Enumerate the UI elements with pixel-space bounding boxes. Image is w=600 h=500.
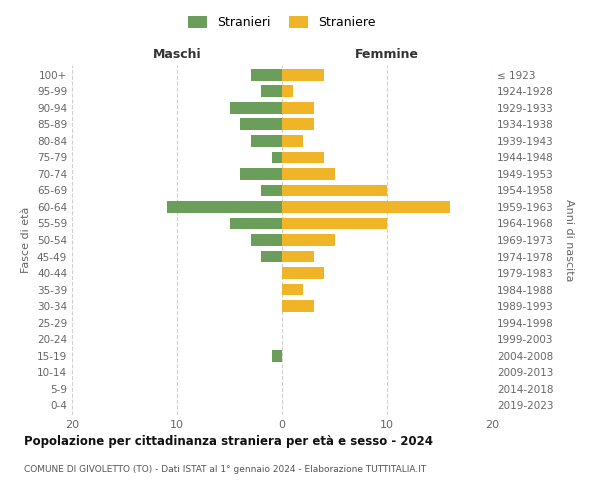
Bar bbox=[271, 152, 282, 164]
Bar bbox=[261, 250, 282, 262]
Y-axis label: Fasce di età: Fasce di età bbox=[22, 207, 31, 273]
Bar bbox=[282, 118, 314, 130]
Bar bbox=[282, 201, 450, 213]
Legend: Stranieri, Straniere: Stranieri, Straniere bbox=[184, 11, 380, 34]
Bar bbox=[251, 234, 282, 246]
Bar bbox=[261, 86, 282, 98]
Y-axis label: Anni di nascita: Anni di nascita bbox=[565, 198, 574, 281]
Bar bbox=[251, 135, 282, 147]
Bar bbox=[282, 250, 314, 262]
Bar bbox=[240, 118, 282, 130]
Text: Popolazione per cittadinanza straniera per età e sesso - 2024: Popolazione per cittadinanza straniera p… bbox=[24, 435, 433, 448]
Bar bbox=[282, 168, 335, 180]
Text: COMUNE DI GIVOLETTO (TO) - Dati ISTAT al 1° gennaio 2024 - Elaborazione TUTTITAL: COMUNE DI GIVOLETTO (TO) - Dati ISTAT al… bbox=[24, 465, 426, 474]
Bar bbox=[282, 135, 303, 147]
Bar bbox=[282, 102, 314, 114]
Bar bbox=[251, 69, 282, 81]
Bar bbox=[229, 102, 282, 114]
Bar bbox=[282, 69, 324, 81]
Text: Maschi: Maschi bbox=[152, 48, 202, 61]
Bar bbox=[282, 300, 314, 312]
Bar bbox=[261, 184, 282, 196]
Bar bbox=[282, 184, 387, 196]
Bar bbox=[282, 152, 324, 164]
Bar bbox=[282, 234, 335, 246]
Bar bbox=[271, 350, 282, 362]
Bar bbox=[282, 267, 324, 279]
Bar bbox=[240, 168, 282, 180]
Bar bbox=[282, 86, 293, 98]
Bar bbox=[229, 218, 282, 230]
Bar bbox=[167, 201, 282, 213]
Text: Femmine: Femmine bbox=[355, 48, 419, 61]
Bar bbox=[282, 218, 387, 230]
Bar bbox=[282, 284, 303, 296]
